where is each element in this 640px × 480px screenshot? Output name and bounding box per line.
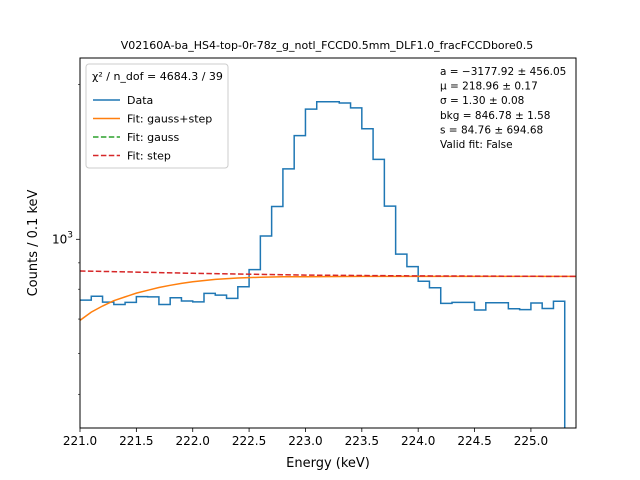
x-tick-label: 224.5 — [457, 434, 491, 448]
x-axis-label: Energy (keV) — [286, 456, 370, 471]
fit-parameter-line: a = −3177.92 ± 456.05 — [440, 66, 566, 78]
y-axis-label: Counts / 0.1 keV — [26, 190, 41, 297]
x-tick-label: 223.5 — [345, 434, 379, 448]
fit-parameter-line: s = 84.76 ± 694.68 — [440, 124, 543, 136]
chart-title: V02160A-ba_HS4-top-0r-78z_g_notl_FCCD0.5… — [121, 39, 533, 52]
legend-entry: Fit: gauss — [127, 131, 180, 144]
x-tick-label: 221.5 — [119, 434, 153, 448]
y-tick-label: 103 — [52, 230, 73, 246]
y-axis: 103 — [52, 84, 80, 395]
plot-series — [80, 101, 576, 428]
fit-parameters: a = −3177.92 ± 456.05 μ = 218.96 ± 0.17 σ … — [440, 66, 566, 151]
legend-title: χ² / n_dof = 4684.3 / 39 — [92, 70, 223, 83]
fit-parameter-line: σ = 1.30 ± 0.08 — [440, 95, 524, 107]
fit-parameter-line: μ = 218.96 ± 0.17 — [440, 81, 538, 93]
legend-entry: Fit: gauss+step — [127, 113, 212, 126]
legend-box — [85, 63, 229, 169]
legend-entry: Fit: step — [127, 150, 171, 163]
fit-parameter-line: Valid fit: False — [440, 139, 513, 151]
x-tick-label: 224.0 — [401, 434, 435, 448]
x-tick-label: 223.0 — [288, 434, 322, 448]
series-fit-gauss-step — [80, 275, 576, 321]
x-tick-label: 221.0 — [63, 434, 97, 448]
legend: χ² / n_dof = 4684.3 / 39 Data Fit: gauss+… — [85, 63, 229, 169]
x-tick-label: 222.0 — [176, 434, 210, 448]
fit-parameter-line: bkg = 846.78 ± 1.58 — [440, 110, 550, 122]
series-data — [80, 101, 576, 428]
x-tick-label: 225.0 — [514, 434, 548, 448]
series-fit-step — [80, 270, 576, 278]
x-tick-label: 222.5 — [232, 434, 266, 448]
plot-frame — [79, 57, 577, 429]
x-axis: 221.0 221.5 222.0 222.5 223.0 223.5 224.0 224.5… — [63, 428, 548, 448]
legend-entry: Data — [127, 94, 153, 107]
